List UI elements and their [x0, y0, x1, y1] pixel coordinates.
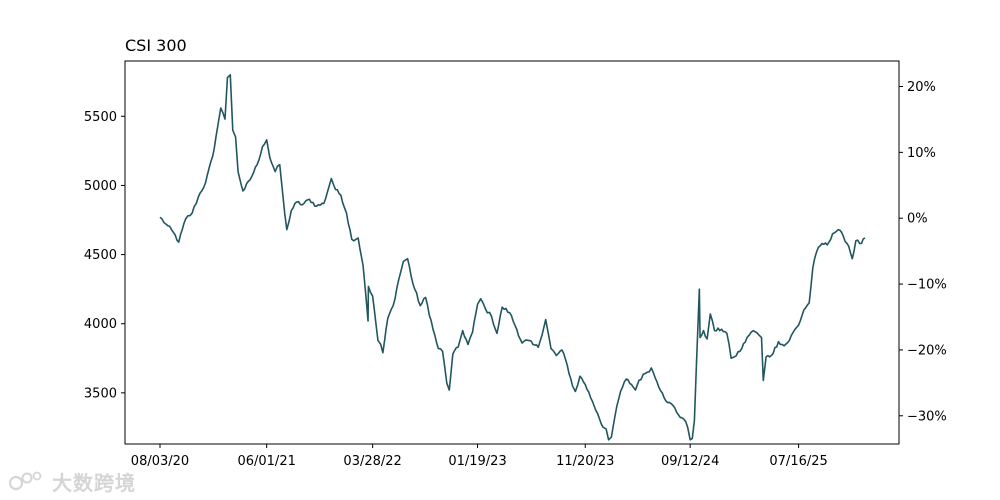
y-tick-label-3500: 3500	[84, 386, 117, 401]
y2-tick-label--30: −30%	[907, 409, 947, 424]
watermark: 大数跨境	[8, 468, 136, 495]
x-tick-label-08-03-20: 08/03/20	[131, 454, 189, 469]
x-tick-label-06-01-21: 06/01/21	[237, 454, 295, 469]
axes: 3500 4000 4500 5000 5500 −30% −20% −10% 0% 10% 20%…	[84, 60, 947, 469]
x-tick-label-03-28-22: 03/28/22	[343, 454, 401, 469]
chart-title: CSI 300	[125, 36, 187, 55]
brand-logo-icon	[8, 471, 42, 491]
x-tick-label-11-20-23: 11/20/23	[556, 454, 614, 469]
y2-tick-label-10: 10%	[907, 146, 936, 161]
y2-tick-label-20: 20%	[907, 80, 936, 95]
series-line-csi-300	[159, 74, 866, 441]
plot-frame	[124, 60, 900, 445]
y-tick-label-5500: 5500	[84, 110, 117, 125]
x-tick-label-09-12-24: 09/12/24	[661, 454, 719, 469]
watermark-text: 大数跨境	[52, 470, 136, 495]
y-tick-label-4000: 4000	[84, 317, 117, 332]
x-tick-label-07-16-25: 07/16/25	[769, 454, 827, 469]
y2-tick-label-0: 0%	[907, 212, 928, 227]
plot-area	[159, 74, 866, 441]
x-tick-label-01-19-23: 01/19/23	[448, 454, 506, 469]
y2-tick-label--20: −20%	[907, 343, 947, 358]
y2-tick-label--10: −10%	[907, 278, 947, 293]
y-tick-label-5000: 5000	[84, 179, 117, 194]
y-tick-label-4500: 4500	[84, 248, 117, 263]
